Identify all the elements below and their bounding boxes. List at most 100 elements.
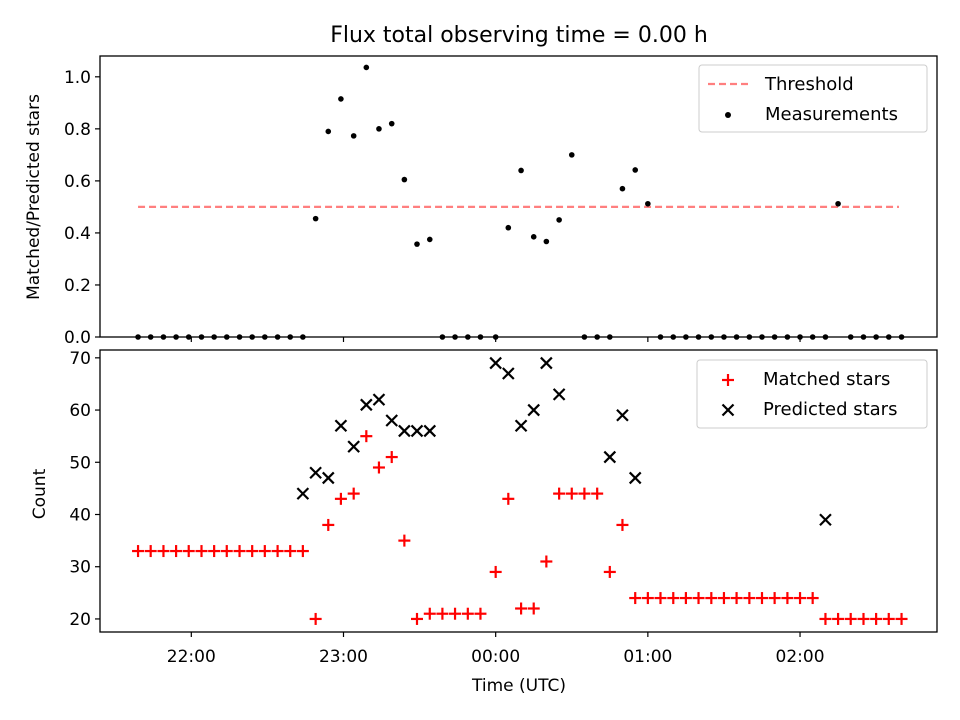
measurement-point — [530, 234, 537, 240]
top-chart-title: Flux total observing time = 0.00 h — [330, 23, 708, 48]
predicted-star-marker — [398, 424, 411, 438]
bottom-y-axis-label: Count — [30, 468, 50, 519]
matched-star-marker — [578, 487, 591, 500]
matched-star-marker — [334, 492, 347, 505]
matched-stars-layer — [132, 430, 908, 625]
predicted-star-marker — [819, 513, 832, 527]
measurement-point — [376, 126, 382, 132]
matched-star-marker — [895, 612, 908, 625]
matched-star-marker — [553, 487, 566, 500]
top-y-tick-label: 0.6 — [64, 172, 91, 192]
measurement-point — [632, 167, 639, 173]
predicted-star-marker — [423, 424, 437, 438]
matched-star-marker — [768, 592, 781, 605]
matched-star-marker — [565, 487, 578, 500]
predicted-star-marker — [502, 367, 515, 380]
bottom-panel: 20 30 40 50 60 70 22:00 23:00 00:00 01:00 02:00 C… — [30, 349, 938, 696]
predicted-star-marker — [540, 356, 553, 370]
matched-star-marker — [527, 602, 540, 615]
measurement-point — [835, 200, 841, 207]
bottom-y-tick-label: 70 — [69, 349, 91, 369]
matched-star-marker — [258, 545, 271, 558]
predicted-stars-layer — [296, 356, 832, 527]
bottom-y-tick-label: 20 — [69, 610, 91, 630]
bottom-legend: Matched stars Predicted stars — [696, 359, 928, 429]
matched-star-marker — [372, 461, 385, 474]
matched-star-marker — [515, 602, 528, 615]
top-y-axis-label: Matched/Predicted stars — [24, 94, 44, 300]
predicted-star-marker — [309, 466, 322, 480]
matched-star-marker — [271, 545, 284, 558]
legend-matched-label: Matched stars — [763, 369, 890, 390]
legend-predicted-label: Predicted stars — [763, 399, 897, 420]
matched-star-marker — [692, 592, 705, 605]
predicted-star-marker — [514, 419, 528, 433]
matched-star-marker — [717, 592, 730, 605]
measurement-point — [363, 64, 370, 71]
bottom-x-tick-label: 00:00 — [471, 647, 520, 667]
matched-star-marker — [195, 545, 208, 558]
measurement-point — [388, 120, 395, 127]
predicted-star-marker — [334, 419, 348, 433]
legend-matched-swatch — [722, 374, 734, 386]
measurement-point — [518, 167, 524, 174]
matched-star-marker — [208, 545, 221, 558]
measurement-point — [556, 217, 562, 223]
matched-star-marker — [233, 545, 246, 558]
legend-threshold-label: Threshold — [764, 74, 854, 95]
matched-star-marker — [182, 545, 195, 558]
matched-star-marker — [436, 607, 449, 620]
predicted-star-marker — [628, 471, 642, 485]
matched-star-marker — [591, 487, 604, 500]
matched-star-marker — [132, 545, 145, 558]
top-y-tick-label: 0.0 — [64, 328, 91, 348]
bottom-x-tick-label: 22:00 — [167, 647, 216, 667]
measurement-point — [426, 236, 433, 243]
matched-star-marker — [730, 592, 743, 605]
matched-star-marker — [170, 545, 183, 558]
measurement-point — [350, 133, 357, 139]
top-y-tick-label: 0.2 — [64, 276, 91, 296]
matched-star-marker — [679, 592, 692, 605]
top-legend-box — [698, 64, 928, 133]
predicted-star-marker — [385, 414, 399, 427]
matched-star-marker — [296, 545, 309, 558]
legend-measurements-label: Measurements — [765, 104, 898, 125]
legend-predicted-marker — [721, 403, 735, 417]
legend-measurements-swatch — [725, 112, 731, 118]
bottom-x-tick-label: 01:00 — [623, 647, 672, 667]
matched-star-marker — [832, 612, 845, 625]
legend-matched-marker — [722, 374, 734, 386]
matched-star-marker — [755, 592, 768, 605]
matched-star-marker — [794, 592, 807, 605]
matched-star-marker — [322, 518, 335, 531]
matched-star-marker — [461, 607, 474, 620]
matched-star-marker — [781, 592, 794, 605]
matched-star-marker — [654, 592, 667, 605]
measurement-point — [338, 96, 344, 102]
bottom-x-axis: 22:00 23:00 00:00 01:00 02:00 — [167, 632, 825, 667]
matched-star-marker — [857, 612, 870, 625]
matched-star-marker — [410, 612, 423, 625]
bottom-y-tick-label: 50 — [69, 453, 91, 473]
matched-star-marker — [347, 487, 360, 500]
top-y-tick-label: 0.4 — [64, 224, 91, 244]
matched-star-marker — [540, 555, 553, 568]
predicted-star-marker — [360, 398, 373, 412]
predicted-star-marker — [321, 471, 335, 485]
measurement-point — [568, 152, 575, 158]
matched-star-marker — [616, 518, 629, 531]
matched-star-marker — [819, 612, 832, 625]
top-y-tick-label: 0.8 — [64, 120, 91, 140]
top-y-tick-label: 1.0 — [64, 68, 91, 88]
matched-star-marker — [641, 592, 654, 605]
matched-star-marker — [309, 612, 322, 625]
predicted-star-marker — [296, 487, 310, 500]
predicted-star-marker — [616, 408, 629, 422]
matched-star-marker — [360, 430, 373, 443]
predicted-star-marker — [552, 388, 566, 401]
bottom-legend-box — [696, 359, 928, 429]
bottom-y-tick-label: 60 — [69, 401, 91, 421]
matched-star-marker — [603, 565, 616, 578]
